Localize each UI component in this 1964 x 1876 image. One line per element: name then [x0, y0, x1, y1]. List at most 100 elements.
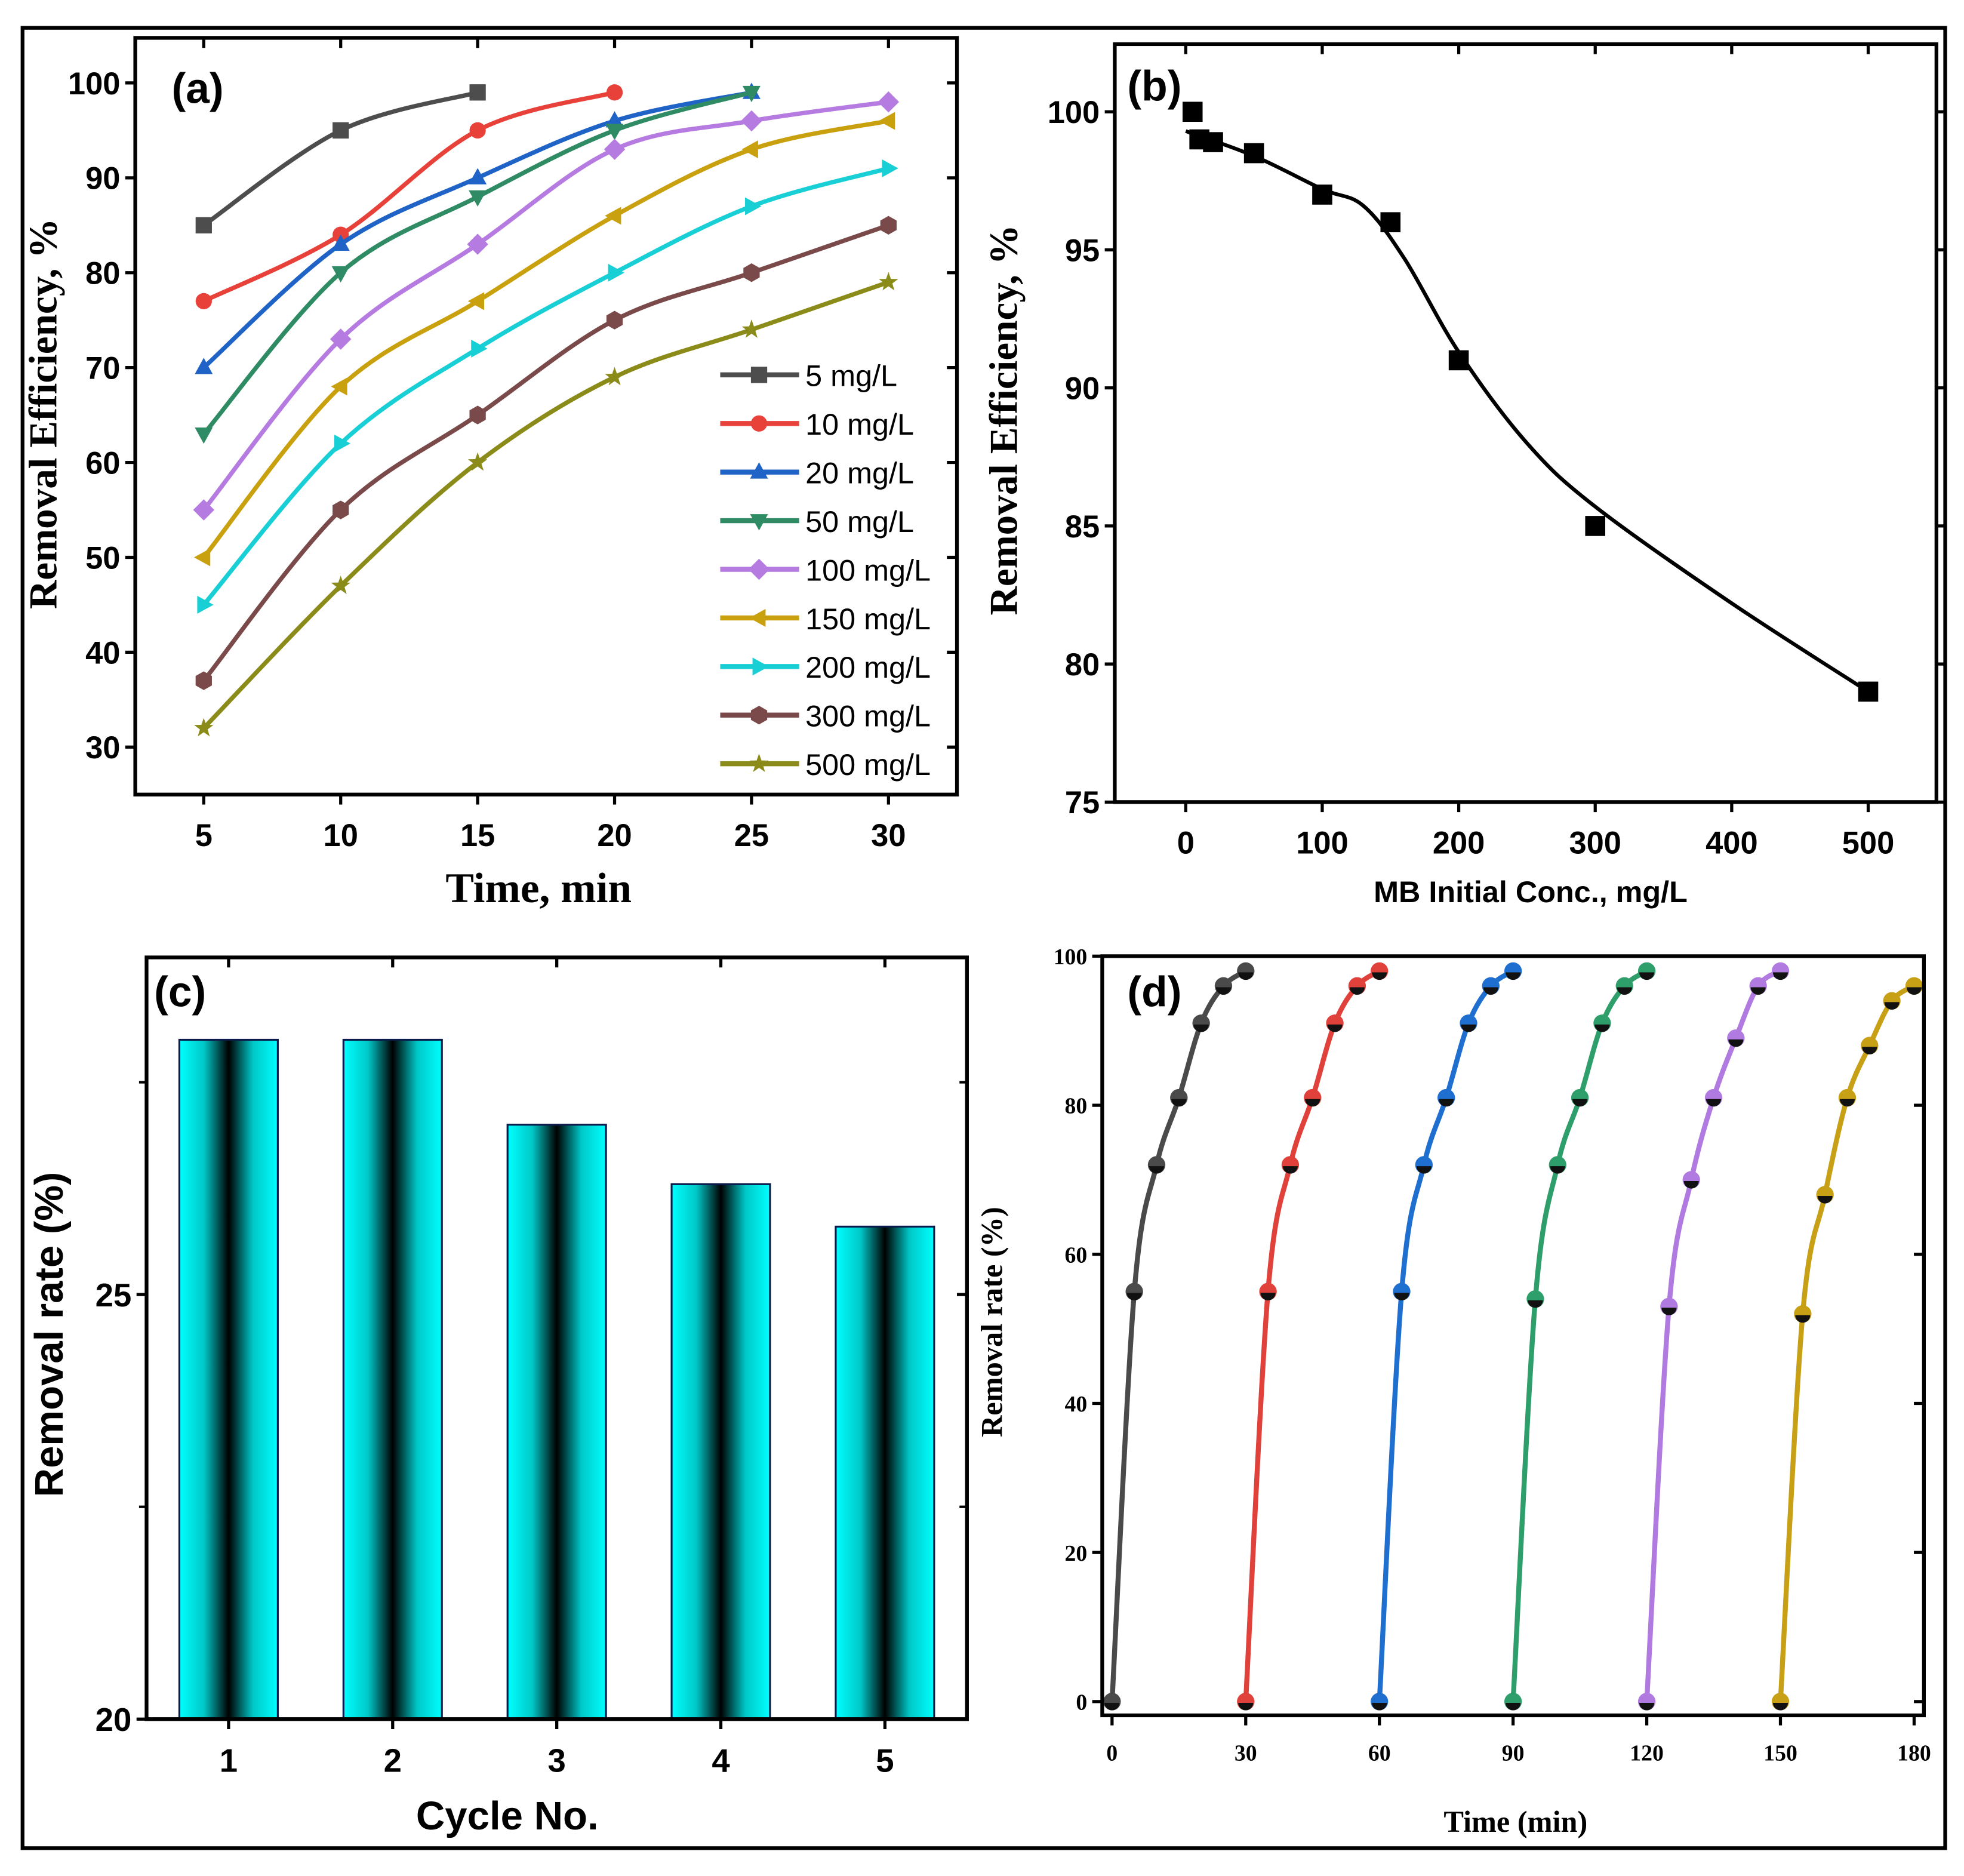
data-point-shade: [1305, 1099, 1320, 1107]
legend-item-200-mg-l: 200 mg/L: [720, 650, 931, 684]
legend-item-20-mg-l: 20 mg/L: [720, 456, 914, 490]
legend-item-10-mg-l: 10 mg/L: [720, 407, 914, 441]
data-point: [467, 292, 485, 310]
panel-label: (c): [154, 968, 206, 1016]
data-point: [193, 548, 211, 567]
y-tick-label: 80: [1065, 648, 1100, 682]
series-10-mg-l: [195, 84, 623, 310]
series-cycle-2: [1237, 962, 1389, 1711]
data-point-shade: [1906, 987, 1922, 995]
y-tick-label: 40: [1065, 1392, 1088, 1417]
panel-label: (d): [1127, 968, 1181, 1016]
x-axis-title: Cycle No.: [416, 1794, 599, 1838]
bar-cycle-2: [342, 1038, 443, 1720]
series-50-mg-l: [195, 85, 761, 444]
y-tick-label: 70: [85, 352, 120, 386]
data-point-shade: [1193, 1024, 1209, 1032]
data-point: [469, 405, 486, 425]
data-point: [1243, 143, 1264, 164]
y-tick-label: 90: [1065, 372, 1100, 407]
x-tick-label: 5: [876, 1742, 894, 1779]
data-point: [749, 754, 769, 772]
x-tick-label: 25: [734, 819, 769, 853]
data-point: [606, 310, 623, 330]
data-point-shade: [1528, 1300, 1543, 1308]
data-point-shade: [1215, 987, 1232, 995]
data-point: [878, 112, 895, 130]
data-point-shade: [1683, 1181, 1699, 1189]
data-point-shade: [1506, 1702, 1521, 1711]
data-point: [605, 367, 624, 386]
data-point-shade: [1394, 1293, 1409, 1300]
data-point-shade: [1550, 1166, 1565, 1174]
fit-curve: [1185, 129, 1870, 694]
data-point: [195, 358, 213, 374]
data-point: [879, 272, 898, 291]
panel-c: 20 25 1 2 3 4 5 (c) Cycle No. Removal rate (%): [27, 955, 969, 1838]
data-point: [878, 91, 900, 113]
data-point: [750, 462, 768, 479]
y-tick-label: 40: [85, 636, 120, 671]
y-axis-title: Removal Efficiency, %: [20, 219, 65, 609]
data-point-shade: [1706, 1099, 1722, 1107]
data-point-shade: [1260, 1293, 1276, 1300]
x-tick-label: 200: [1433, 826, 1485, 860]
series-line: [202, 280, 889, 730]
series-line: [1644, 968, 1782, 1702]
data-point: [750, 415, 768, 432]
data-point: [608, 263, 624, 282]
legend-label: 100 mg/L: [805, 553, 931, 587]
bar-cycle-1: [178, 1038, 279, 1720]
data-point-shade: [1327, 1024, 1343, 1032]
data-point-shade: [1839, 1099, 1855, 1107]
series-cycle-5: [1637, 962, 1790, 1711]
data-point: [1448, 350, 1469, 371]
data-point-shade: [1862, 1047, 1877, 1054]
data-point-shade: [1639, 972, 1655, 980]
y-tick-label: 75: [1065, 786, 1100, 820]
legend-item-100-mg-l: 100 mg/L: [720, 553, 931, 587]
x-tick-label: 15: [460, 819, 495, 853]
plot-area: [178, 1038, 935, 1720]
series-cycle-3: [1371, 962, 1522, 1711]
y-tick-label: 85: [1065, 510, 1100, 545]
data-point: [469, 190, 487, 207]
series-line: [202, 166, 889, 607]
panel-b: 75 80 85 90 95 100 0 100 200 300 400 500 (b) MB Initi…: [981, 42, 1947, 909]
x-tick-label: 180: [1897, 1740, 1931, 1766]
legend: 5 mg/L 10 mg/L 20 mg/L 50 mg/L 100 mg/L 150 m…: [720, 359, 931, 782]
data-point: [749, 608, 766, 627]
series-line: [202, 118, 889, 559]
data-point: [882, 159, 898, 177]
data-point: [195, 293, 212, 310]
series-300-mg-l: [195, 216, 897, 690]
data-point-shade: [1126, 1293, 1142, 1300]
data-point: [1585, 516, 1606, 536]
data-point: [741, 319, 762, 338]
plot-area: [193, 82, 900, 737]
data-point: [750, 367, 768, 383]
x-tick-label: 300: [1569, 826, 1621, 860]
data-point: [331, 576, 350, 594]
plot-frame: [1113, 42, 1938, 804]
legend-item-50-mg-l: 50 mg/L: [720, 505, 914, 539]
bar-cycle-3: [506, 1124, 607, 1720]
series-cycle-1: [1103, 962, 1255, 1711]
data-point: [606, 84, 623, 101]
data-point: [741, 110, 762, 132]
data-point: [331, 266, 350, 283]
data-point-shade: [1884, 1002, 1900, 1010]
data-point: [467, 452, 488, 471]
data-point: [469, 84, 486, 101]
data-point-shade: [1639, 1702, 1655, 1711]
data-point-shade: [1282, 1166, 1298, 1174]
data-point-shade: [1750, 987, 1766, 995]
data-point: [1182, 102, 1203, 122]
data-point: [197, 595, 214, 614]
data-point-shade: [1483, 987, 1498, 995]
bar-cycle-4: [670, 1183, 771, 1720]
data-point: [880, 216, 897, 235]
data-point: [745, 197, 762, 216]
x-tick-label: 400: [1706, 826, 1758, 860]
